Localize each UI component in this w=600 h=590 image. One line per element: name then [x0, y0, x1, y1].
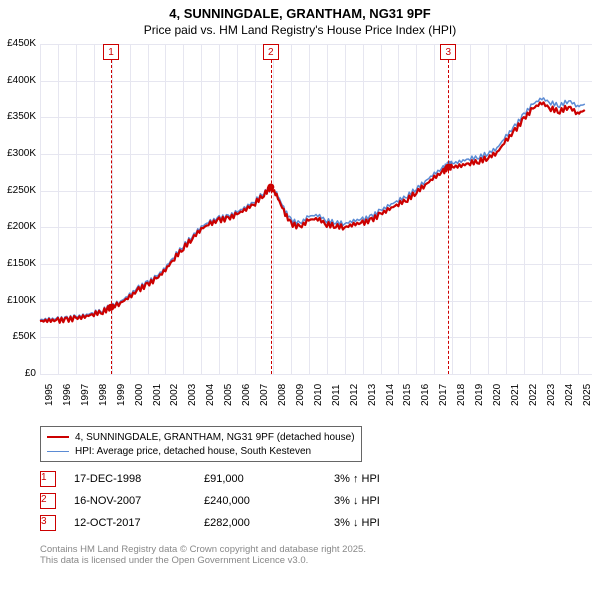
x-tick-label: 1996 — [62, 384, 73, 406]
footer-line2: This data is licensed under the Open Gov… — [40, 555, 366, 566]
x-tick-label: 2015 — [402, 384, 413, 406]
sale-marker-box: 1 — [103, 44, 119, 60]
chart-title-sub: Price paid vs. HM Land Registry's House … — [0, 23, 600, 37]
sales-row-date: 17-DEC-1998 — [74, 473, 204, 485]
x-tick-label: 2005 — [223, 384, 234, 406]
sales-row-price: £240,000 — [204, 495, 334, 507]
x-tick-label: 2021 — [510, 384, 521, 406]
gridline-h — [40, 374, 592, 375]
y-tick-label: £0 — [0, 368, 36, 379]
x-tick-label: 2006 — [241, 384, 252, 406]
sale-marker-line — [448, 60, 449, 374]
x-tick-label: 1997 — [80, 384, 91, 406]
legend-row: HPI: Average price, detached house, Sout… — [47, 444, 355, 458]
x-tick-label: 2024 — [564, 384, 575, 406]
sales-row: 2 16-NOV-2007£240,0003% ↓ HPI — [40, 490, 454, 512]
x-tick-label: 2017 — [438, 384, 449, 406]
x-tick-label: 1995 — [44, 384, 55, 406]
x-tick-label: 2016 — [420, 384, 431, 406]
y-tick-label: £250K — [0, 185, 36, 196]
x-tick-label: 2007 — [259, 384, 270, 406]
x-tick-label: 1999 — [116, 384, 127, 406]
y-tick-label: £350K — [0, 111, 36, 122]
x-tick-label: 1998 — [98, 384, 109, 406]
sales-row: 1 17-DEC-1998£91,0003% ↑ HPI — [40, 468, 454, 490]
y-tick-label: £450K — [0, 38, 36, 49]
sales-row-marker: 1 — [40, 471, 56, 487]
x-tick-label: 2018 — [456, 384, 467, 406]
x-tick-label: 2003 — [187, 384, 198, 406]
y-tick-label: £200K — [0, 221, 36, 232]
legend-label: 4, SUNNINGDALE, GRANTHAM, NG31 9PF (deta… — [75, 432, 355, 443]
x-tick-label: 2020 — [492, 384, 503, 406]
sales-row-price: £91,000 — [204, 473, 334, 485]
y-tick-label: £400K — [0, 75, 36, 86]
x-tick-label: 2002 — [169, 384, 180, 406]
x-tick-label: 2004 — [205, 384, 216, 406]
footer-line1: Contains HM Land Registry data © Crown c… — [40, 544, 366, 555]
x-tick-label: 2010 — [313, 384, 324, 406]
sales-table: 1 17-DEC-1998£91,0003% ↑ HPI 2 16-NOV-2007£… — [40, 468, 454, 534]
sales-row-price: £282,000 — [204, 517, 334, 529]
chart-svg — [40, 44, 592, 374]
legend-swatch — [47, 451, 69, 452]
chart-title-address: 4, SUNNINGDALE, GRANTHAM, NG31 9PF — [0, 6, 600, 21]
x-tick-label: 2001 — [152, 384, 163, 406]
series-property — [40, 102, 585, 322]
sales-row-delta: 3% ↑ HPI — [334, 473, 454, 485]
sales-row-delta: 3% ↓ HPI — [334, 495, 454, 507]
x-tick-label: 2014 — [385, 384, 396, 406]
y-tick-label: £300K — [0, 148, 36, 159]
sales-row-delta: 3% ↓ HPI — [334, 517, 454, 529]
x-tick-label: 2011 — [331, 384, 342, 406]
series-hpi — [40, 98, 585, 321]
x-tick-label: 2012 — [349, 384, 360, 406]
x-tick-label: 2022 — [528, 384, 539, 406]
x-tick-label: 2008 — [277, 384, 288, 406]
sales-row-marker: 3 — [40, 515, 56, 531]
sales-row-date: 16-NOV-2007 — [74, 495, 204, 507]
legend-label: HPI: Average price, detached house, Sout… — [75, 446, 311, 457]
y-tick-label: £50K — [0, 331, 36, 342]
legend-swatch — [47, 436, 69, 438]
sale-marker-line — [271, 60, 272, 374]
footer-attribution: Contains HM Land Registry data © Crown c… — [40, 544, 366, 566]
sales-row-date: 12-OCT-2017 — [74, 517, 204, 529]
sale-marker-box: 2 — [263, 44, 279, 60]
sale-marker-line — [111, 60, 112, 374]
chart-legend: 4, SUNNINGDALE, GRANTHAM, NG31 9PF (deta… — [40, 426, 362, 462]
sales-row-marker: 2 — [40, 493, 56, 509]
x-tick-label: 2025 — [582, 384, 593, 406]
x-tick-label: 2009 — [295, 384, 306, 406]
y-tick-label: £100K — [0, 295, 36, 306]
sales-row: 3 12-OCT-2017£282,0003% ↓ HPI — [40, 512, 454, 534]
x-tick-label: 2023 — [546, 384, 557, 406]
x-tick-label: 2013 — [367, 384, 378, 406]
x-tick-label: 2000 — [134, 384, 145, 406]
chart-plot-area: 1 2 3 — [40, 44, 592, 374]
sale-marker-box: 3 — [440, 44, 456, 60]
x-tick-label: 2019 — [474, 384, 485, 406]
legend-row: 4, SUNNINGDALE, GRANTHAM, NG31 9PF (deta… — [47, 430, 355, 444]
y-tick-label: £150K — [0, 258, 36, 269]
